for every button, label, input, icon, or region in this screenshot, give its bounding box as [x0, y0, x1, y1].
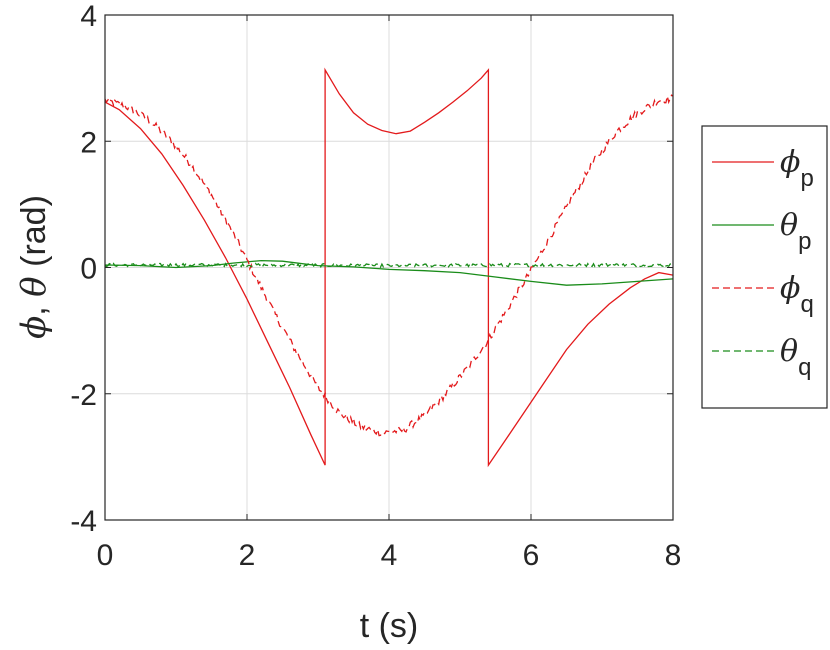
y-tick-label: -2 [70, 379, 97, 412]
legend-subscript: q [800, 291, 813, 318]
legend-symbol: ϕ [780, 145, 800, 180]
series-line-2 [104, 259, 674, 286]
legend-label-3: ϕq [780, 271, 814, 318]
series-line-3 [104, 94, 674, 437]
series-line-1 [104, 67, 674, 468]
y-axis-title: ϕ, θ (rad) [14, 195, 54, 339]
legend-symbol: θ [780, 208, 798, 243]
x-tick-label: 8 [665, 539, 682, 572]
ticks: 0 2 4 6 8 4 2 0 -2 -4 [70, 0, 681, 572]
legend-label-1: ϕp [780, 145, 814, 192]
y-axis-title-unit: (rad) [15, 195, 53, 276]
y-tick-label: 0 [80, 253, 97, 286]
legend-label-2: θp [780, 208, 811, 255]
legend-box [701, 125, 828, 409]
y-tick-label: 2 [80, 126, 97, 159]
x-axis-title: t (s) [360, 607, 419, 645]
x-tick-label: 4 [381, 539, 398, 572]
y-axis-title-theta: θ [14, 276, 54, 296]
series-layer [104, 67, 674, 468]
legend-subscript: q [798, 354, 811, 381]
y-tick-label: -4 [70, 505, 97, 538]
x-tick-label: 6 [523, 539, 540, 572]
series-line-4 [104, 262, 674, 269]
legend-symbol: ϕ [780, 271, 800, 306]
y-tick-label: 4 [80, 0, 97, 33]
x-tick-label: 0 [97, 539, 114, 572]
legend-label-4: θq [780, 334, 811, 381]
legend-symbol: θ [780, 334, 798, 369]
legend-subscript: p [800, 165, 813, 192]
y-axis-title-phi: ϕ [14, 316, 54, 339]
legend-subscript: p [798, 228, 811, 255]
x-tick-label: 2 [239, 539, 256, 572]
y-axis-title-sep: , [15, 297, 53, 316]
